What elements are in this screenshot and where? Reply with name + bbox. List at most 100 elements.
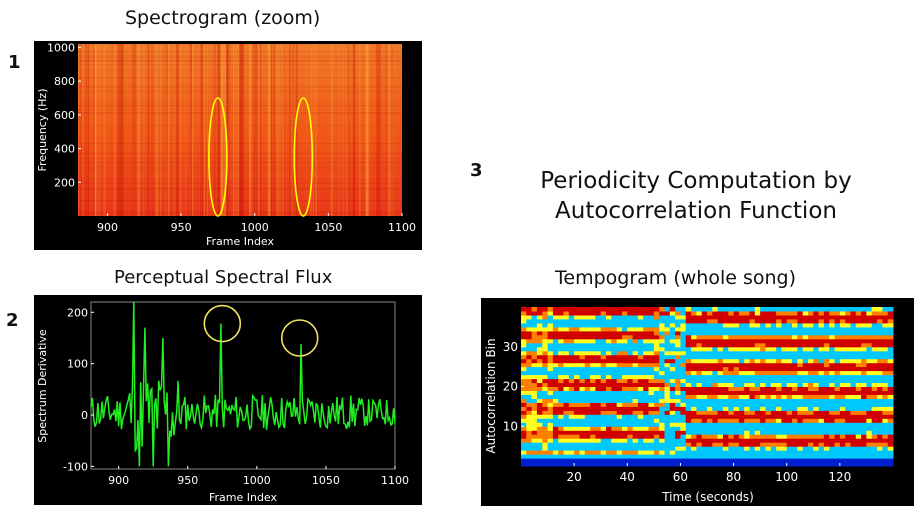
tempogram-cell	[563, 386, 570, 391]
tempogram-cell	[568, 334, 575, 340]
tempogram-cell	[818, 398, 825, 403]
tempogram-cell	[866, 314, 873, 320]
tempogram-cell	[691, 394, 697, 399]
tempogram-cell	[877, 398, 883, 403]
tempogram-cell	[680, 406, 687, 411]
tempogram-cell	[845, 326, 851, 332]
tempogram-cell	[738, 402, 745, 407]
tempogram-cell	[648, 398, 655, 403]
tempogram-cell	[691, 426, 697, 431]
tempogram-cell	[707, 358, 713, 364]
tempogram-cell	[866, 326, 873, 332]
tempogram-cell	[722, 346, 729, 352]
tempogram-cell	[861, 446, 867, 451]
tempogram-cell	[595, 362, 602, 368]
tempogram-cell	[622, 394, 628, 399]
tempogram-cell	[584, 358, 591, 364]
tempogram-cell	[728, 346, 735, 352]
spectrogram-texture-stripe	[376, 44, 379, 216]
tempogram-cell	[808, 370, 814, 376]
tempogram-cell	[738, 374, 745, 380]
tempogram-cell	[866, 390, 873, 395]
tempogram-cell	[691, 438, 697, 443]
tempogram-cell	[680, 330, 687, 336]
tempogram-cell	[536, 414, 543, 419]
tempogram-cell	[685, 354, 692, 360]
tempogram-cell	[563, 354, 570, 360]
tempogram-cell	[839, 398, 846, 403]
tempogram-cell	[584, 462, 591, 467]
tempogram-cell	[552, 438, 559, 443]
tempogram-cell	[808, 426, 814, 431]
spectrogram-texture-band	[78, 124, 402, 126]
tempogram-cell	[521, 378, 527, 383]
tempogram-cell	[839, 390, 846, 395]
tempogram-cell	[877, 454, 883, 459]
tempogram-cell	[568, 354, 575, 360]
tempogram-cell	[802, 338, 809, 344]
tempogram-cell	[765, 330, 772, 336]
tempogram-cell	[781, 410, 788, 415]
flux-y-axis-label: Spectrum Derivative	[36, 329, 49, 443]
tempogram-cell	[829, 354, 835, 360]
tempogram-cell	[579, 410, 586, 415]
tempogram-cell	[552, 314, 559, 320]
tempogram-cell	[760, 374, 766, 380]
spectrogram-texture-stripe	[177, 44, 180, 216]
tempogram-cell	[521, 454, 527, 459]
tempogram-cell	[749, 314, 756, 320]
tempogram-cell	[701, 450, 708, 455]
tempogram-cell	[829, 334, 835, 340]
spectrogram-texture-stripe	[213, 44, 216, 216]
tempogram-cell	[760, 410, 766, 415]
tempogram-cell	[653, 426, 660, 431]
tempogram-cell	[776, 422, 782, 427]
tempogram-cell	[754, 414, 761, 419]
tempogram-cell	[563, 358, 570, 364]
tempogram-cell	[744, 307, 750, 312]
tempogram-cell	[547, 378, 554, 383]
tempogram-cell	[627, 326, 634, 332]
tempogram-cell	[547, 450, 554, 455]
tempogram-cell	[754, 406, 761, 411]
tempogram-cell	[568, 454, 575, 459]
tempogram-cell	[531, 330, 538, 336]
tempogram-cell	[701, 386, 708, 391]
tempogram-cell	[616, 314, 623, 320]
tempogram-cell	[590, 414, 596, 419]
spectrogram-x-tick-label: 1050	[314, 221, 342, 234]
tempogram-cell	[579, 362, 586, 368]
tempogram-cell	[653, 414, 660, 419]
tempogram-cell	[664, 314, 671, 320]
tempogram-cell	[547, 402, 554, 407]
tempogram-cell	[882, 410, 889, 415]
spectrogram-texture-stripe	[290, 44, 291, 216]
tempogram-cell	[797, 318, 804, 324]
tempogram-cell	[765, 402, 772, 407]
tempogram-cell	[600, 366, 607, 372]
tempogram-cell	[542, 330, 549, 336]
tempogram-cell	[749, 342, 756, 348]
tempogram-cell	[882, 454, 889, 459]
tempogram-cell	[696, 354, 703, 360]
tempogram-cell	[786, 406, 793, 411]
tempogram-cell	[616, 330, 623, 336]
tempogram-cell	[685, 454, 692, 459]
tempogram-cell	[552, 406, 559, 411]
tempogram-cell	[845, 394, 851, 399]
tempogram-cell	[595, 430, 602, 435]
tempogram-cell	[547, 442, 554, 447]
tempogram-cell	[707, 311, 713, 316]
spectrogram-texture-stripe	[191, 44, 194, 216]
tempogram-cell	[797, 414, 804, 419]
tempogram-cell	[866, 394, 873, 399]
tempogram-cell	[797, 386, 804, 391]
tempogram-cell	[733, 374, 740, 380]
tempogram-cell	[547, 342, 554, 348]
tempogram-cell	[829, 382, 835, 387]
tempogram-cell	[627, 458, 634, 463]
tempogram-cell	[717, 370, 724, 376]
tempogram-cell	[850, 458, 857, 463]
tempogram-cell	[808, 322, 814, 328]
tempogram-cell	[839, 462, 846, 467]
